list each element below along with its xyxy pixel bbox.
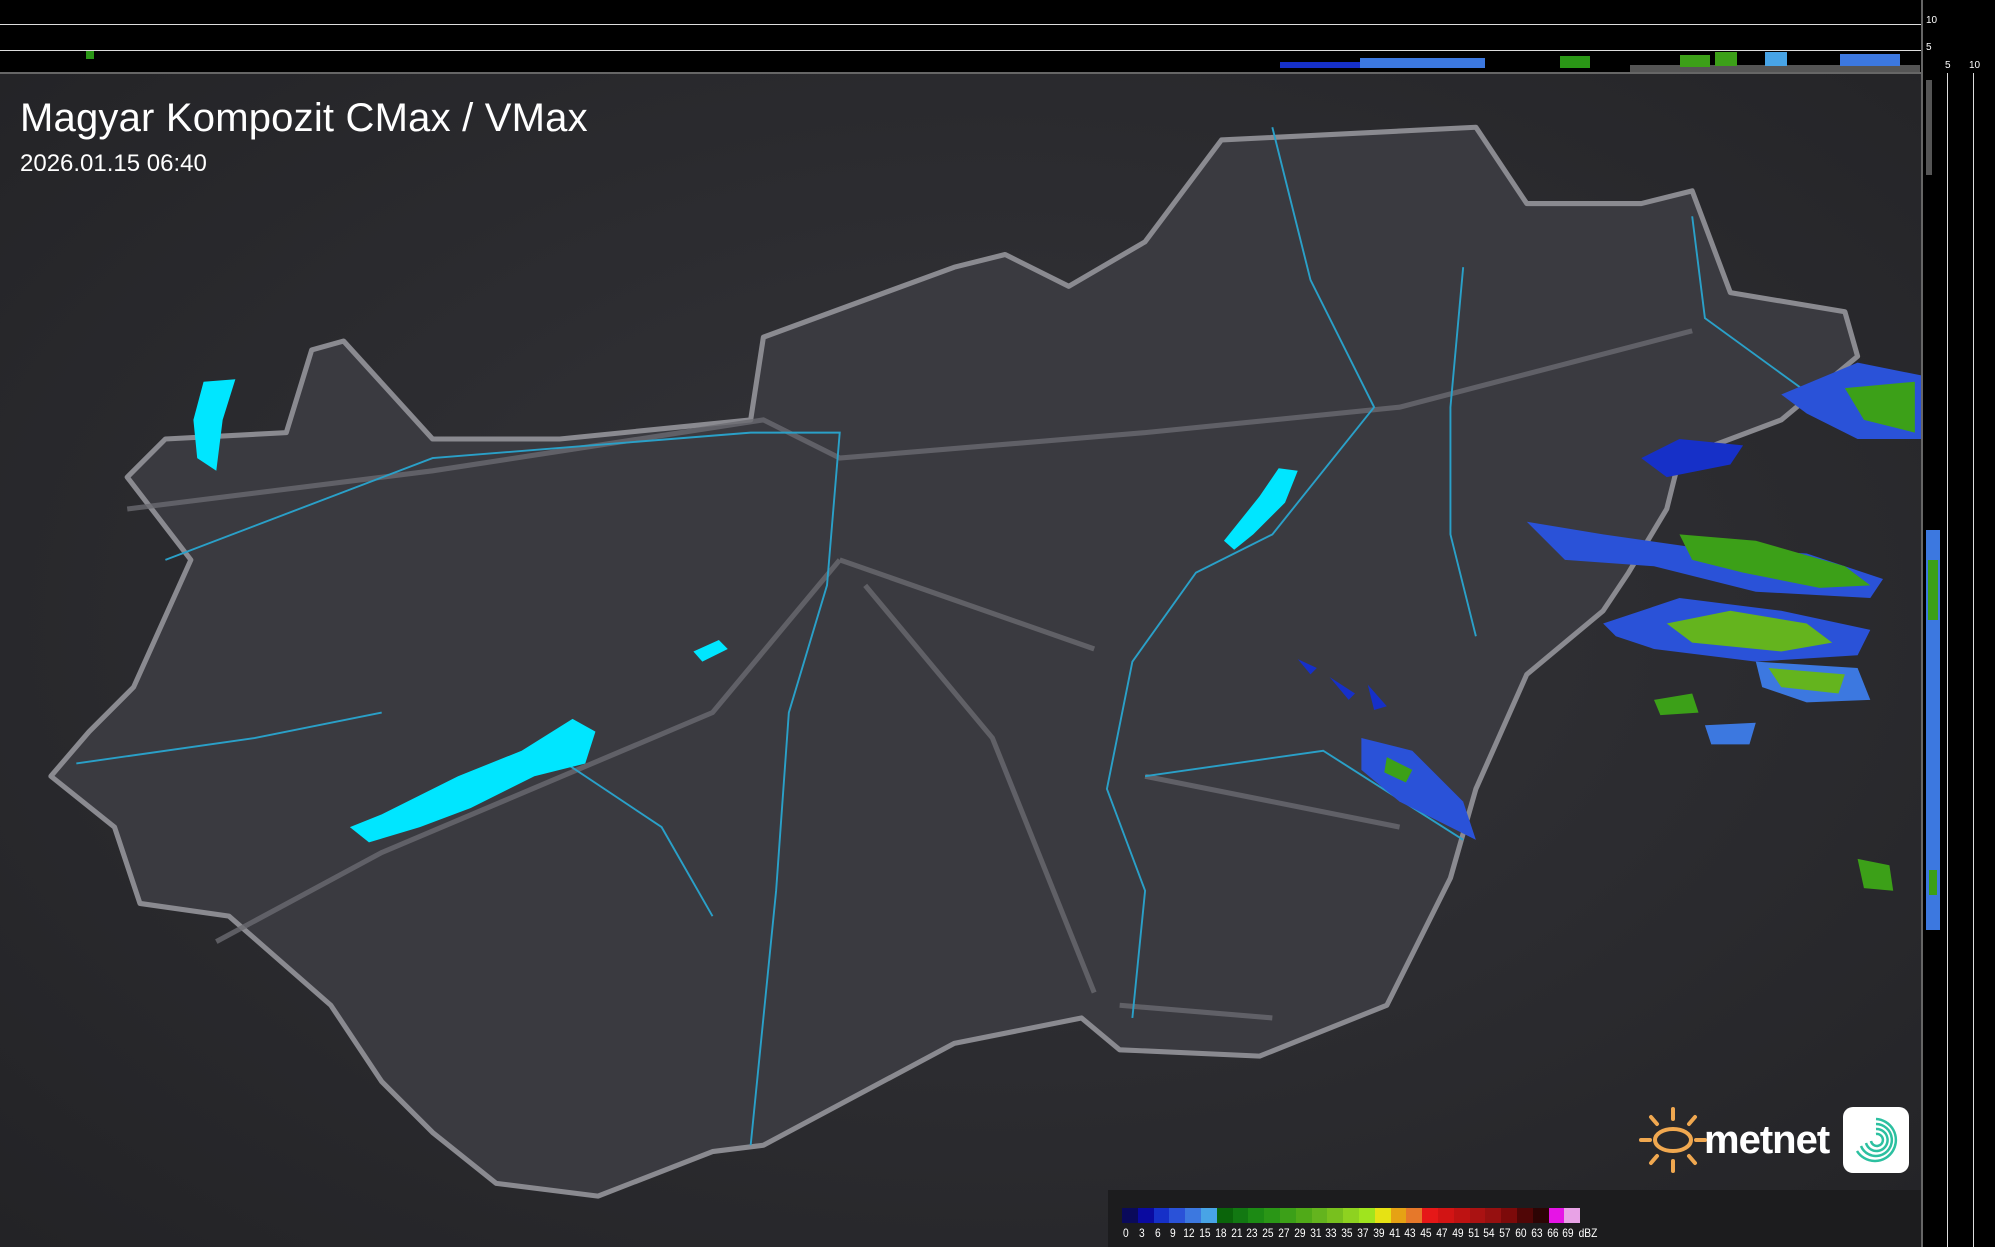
legend-label: 66 [1546, 1226, 1559, 1240]
roads [126, 328, 1693, 1021]
radar-echoes [1297, 362, 1922, 891]
right-axis-tick: 10 [1969, 60, 1981, 71]
legend-swatch [1279, 1208, 1296, 1223]
lake-ferto [193, 379, 236, 471]
lake-tisza [1223, 468, 1298, 550]
legend-label: 37 [1357, 1226, 1369, 1240]
legend-swatch [1232, 1208, 1249, 1223]
legend-label: 12 [1183, 1226, 1195, 1240]
legend-swatch [1327, 1208, 1344, 1223]
legend-swatch [1358, 1208, 1375, 1223]
legend-swatch [1169, 1208, 1186, 1223]
legend-label: 31 [1309, 1226, 1322, 1240]
legend-swatch [1137, 1208, 1154, 1223]
lakes [193, 379, 1298, 843]
legend-swatch [1200, 1208, 1217, 1223]
legend-label: 29 [1293, 1226, 1306, 1240]
legend-label: 69 [1562, 1226, 1574, 1240]
vertical-profile-right: 10 5 5 10 [1921, 0, 1995, 1247]
top-profile-echoes [86, 51, 1920, 72]
legend-label: 49 [1451, 1226, 1464, 1240]
legend-swatch [1185, 1208, 1201, 1223]
legend-label: 45 [1420, 1226, 1432, 1240]
legend-label: 9 [1170, 1226, 1177, 1240]
legend-swatch [1422, 1208, 1438, 1223]
legend-swatch [1437, 1208, 1454, 1223]
legend-label: 25 [1262, 1226, 1274, 1240]
legend-label: 54 [1483, 1226, 1495, 1240]
legend-label: 47 [1436, 1226, 1448, 1240]
legend-label: 60 [1515, 1226, 1527, 1240]
legend-swatch [1122, 1208, 1138, 1223]
legend-swatch [1548, 1208, 1565, 1223]
map-timestamp: 2026.01.15 06:40 [20, 150, 207, 177]
legend-swatch [1216, 1208, 1233, 1223]
legend-labels: 0 3 6 9 12 15 18 21 23 25 27 29 31 33 35 37 39 41 43 45 47 49… [1118, 1226, 1600, 1240]
legend-swatch [1453, 1208, 1470, 1223]
legend-label: 51 [1467, 1226, 1480, 1240]
legend-label: 41 [1388, 1226, 1401, 1240]
legend-label: 39 [1372, 1226, 1385, 1240]
legend-label: 43 [1404, 1226, 1416, 1240]
legend-swatch [1295, 1208, 1312, 1223]
legend-swatch [1374, 1208, 1391, 1223]
lake-balaton [349, 718, 596, 843]
gridline [1973, 73, 1974, 1247]
top-axis-tick: 5 [1926, 42, 1932, 53]
legend-label: 23 [1246, 1226, 1258, 1240]
legend-swatch [1153, 1208, 1170, 1223]
legend-swatch [1264, 1208, 1280, 1223]
lake-velence [693, 640, 728, 662]
legend-label: 3 [1138, 1226, 1145, 1240]
legend-swatch [1311, 1208, 1328, 1223]
gridline [1947, 73, 1948, 1247]
right-axis-tick: 5 [1945, 60, 1951, 71]
sun-icon [1639, 1107, 1707, 1173]
legend-label: 0 [1123, 1226, 1129, 1240]
legend-swatch [1485, 1208, 1502, 1223]
legend-label: 35 [1341, 1226, 1353, 1240]
swirl-logo-icon [1843, 1107, 1910, 1173]
legend-label: 6 [1154, 1226, 1161, 1240]
legend-swatch [1516, 1208, 1533, 1223]
legend-unit: dBZ [1578, 1226, 1598, 1240]
country-outline [48, 124, 1861, 1199]
gridline [0, 24, 1921, 25]
legend-swatch [1343, 1208, 1359, 1223]
legend-swatch [1564, 1208, 1581, 1223]
legend-swatch [1532, 1208, 1549, 1223]
legend-swatch [1406, 1208, 1423, 1223]
legend-label: 33 [1325, 1226, 1337, 1240]
legend-label: 63 [1530, 1226, 1543, 1240]
legend-label: 15 [1199, 1226, 1211, 1240]
legend-swatch [1248, 1208, 1265, 1223]
map-title: Magyar Kompozit CMax / VMax [20, 96, 588, 140]
legend-label: 21 [1230, 1226, 1243, 1240]
logo-text: metnet [1704, 1117, 1830, 1162]
gridline [0, 50, 1921, 51]
vertical-profile-top [0, 0, 1921, 74]
legend-label: 57 [1499, 1226, 1511, 1240]
dbz-color-legend: 0 3 6 9 12 15 18 21 23 25 27 29 31 33 35 37 39 41 43 45 47 49… [1108, 1190, 1921, 1247]
legend-label: 18 [1215, 1226, 1227, 1240]
legend-swatch [1469, 1208, 1486, 1223]
right-profile-echoes [1926, 80, 1940, 930]
legend-label: 27 [1278, 1226, 1290, 1240]
legend-swatches [1122, 1208, 1581, 1223]
legend-swatch [1501, 1208, 1517, 1223]
legend-swatch [1390, 1208, 1407, 1223]
rivers [76, 127, 1846, 1146]
metnet-logo: metnet [1638, 1105, 1910, 1175]
top-axis-tick: 10 [1926, 15, 1938, 26]
